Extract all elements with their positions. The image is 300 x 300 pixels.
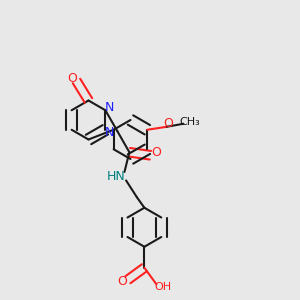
Text: O: O xyxy=(164,117,173,130)
Text: N: N xyxy=(105,126,115,139)
Text: HN: HN xyxy=(106,170,125,183)
Text: O: O xyxy=(117,275,127,288)
Text: O: O xyxy=(151,146,161,159)
Text: CH₃: CH₃ xyxy=(179,117,200,127)
Text: N: N xyxy=(105,101,115,114)
Text: OH: OH xyxy=(154,282,172,292)
Text: O: O xyxy=(67,71,77,85)
